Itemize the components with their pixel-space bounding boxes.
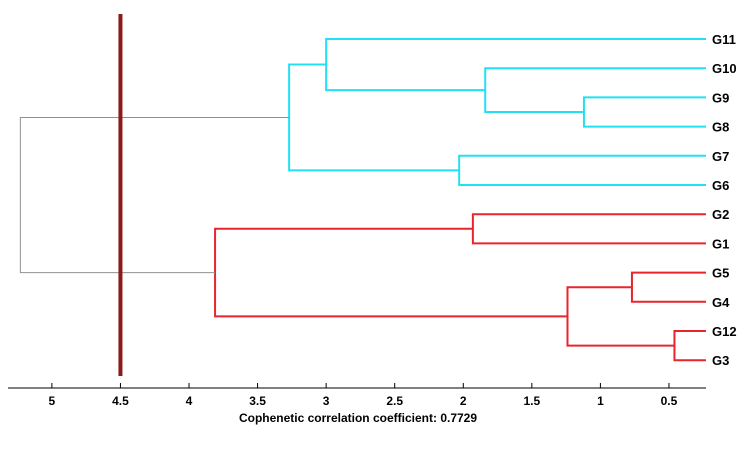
leaf-label: G2 (712, 207, 729, 222)
leaf-label: G5 (712, 266, 729, 281)
x-tick-label: 2.5 (386, 394, 403, 408)
leaf-label: G6 (712, 178, 729, 193)
dendrogram-link (19, 116, 290, 274)
leaf-label: G9 (712, 90, 729, 105)
x-axis-label: Cophenetic correlation coefficient: 0.77… (239, 411, 477, 425)
dendrogram-link (325, 38, 706, 92)
leaf-label: G4 (712, 295, 730, 310)
leaf-label: G10 (712, 61, 737, 76)
leaf-label: G1 (712, 236, 729, 251)
leaf-label: G12 (712, 324, 737, 339)
dendrogram-link (582, 96, 706, 128)
dendrogram-link (458, 154, 706, 186)
x-tick-label: 3.5 (249, 394, 266, 408)
leaf-label: G8 (712, 120, 729, 135)
x-tick-label: 1.5 (523, 394, 540, 408)
x-tick-label: 3 (323, 394, 330, 408)
leaf-labels: G11 G10 G9 G8 G7 G6 G2 G1 G5 G4 G12 G3 (712, 32, 737, 368)
leaf-label: G11 (712, 32, 736, 47)
x-axis: 5 4.5 4 3.5 3 2.5 2 1.5 1 0.5 (8, 383, 706, 408)
x-tick-label: 1 (597, 394, 604, 408)
x-tick-label: 5 (49, 394, 56, 408)
dendrogram-link (288, 63, 460, 172)
x-tick-label: 4 (186, 394, 193, 408)
dendrogram-link (484, 67, 706, 113)
dendrogram-link (630, 271, 706, 303)
dendrogram-link (673, 330, 706, 362)
x-tick-label: 4.5 (112, 394, 129, 408)
dendrogram-link (471, 213, 706, 245)
dendrogram-link (214, 227, 568, 318)
leaf-label: G7 (712, 149, 729, 164)
leaf-label: G3 (712, 353, 729, 368)
x-tick-label: 2 (460, 394, 467, 408)
dendrogram-tree (19, 38, 706, 362)
dendrogram-link (566, 286, 675, 347)
x-tick-label: 0.5 (661, 394, 678, 408)
